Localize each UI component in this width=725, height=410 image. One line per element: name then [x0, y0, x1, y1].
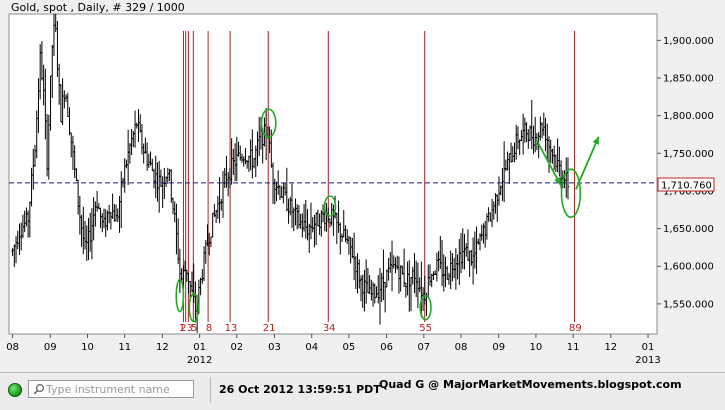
- chart-area: 08 09 10 11 12 01 2012 02 03 04 05 06 07 08 09 10 11 12 01…: [6, 1, 715, 366]
- chart-title: Gold, spot , Daily, # 329 / 1000: [11, 1, 185, 14]
- x-tick-label: 05: [343, 342, 356, 353]
- y-tick-label: 1,750.000: [663, 149, 714, 160]
- instrument-search[interactable]: [28, 380, 194, 398]
- annotation-circle: [175, 278, 185, 313]
- y-tick-label: 1,900.000: [663, 36, 714, 47]
- search-icon: [33, 383, 45, 395]
- search-input[interactable]: [46, 381, 192, 397]
- x-axis: 08 09 10 11 12 01 2012 02 03 04 05 06 07 08 09 10 11 12 01…: [6, 334, 661, 366]
- fib-label: 89: [569, 323, 582, 334]
- fib-label: 5: [191, 323, 197, 334]
- y-tick-label: 1,700.000: [663, 186, 714, 197]
- annotations: [175, 108, 600, 323]
- x-tick-label: 12: [604, 342, 617, 353]
- annotation-arrowhead: [554, 176, 561, 185]
- annotation-circle: [188, 292, 200, 323]
- annotation-arrowhead: [592, 136, 600, 145]
- y-tick-label: 1,850.000: [663, 74, 714, 85]
- fib-label: 13: [225, 323, 238, 334]
- x-tick-label: 09: [492, 342, 505, 353]
- x-tick-label: 03: [268, 342, 281, 353]
- annotation-circle: [323, 195, 337, 217]
- fib-label: 34: [323, 323, 336, 334]
- current-price-box: 1,710.760: [657, 177, 715, 192]
- x-tick-label: 01: [193, 342, 206, 353]
- x-tick-label: 08: [6, 342, 19, 353]
- x-tick-label: 08: [455, 342, 468, 353]
- status-divider: [210, 377, 211, 403]
- y-tick-label: 1,600.000: [663, 262, 714, 273]
- x-tick-label: 10: [530, 342, 543, 353]
- x-tick-label: 04: [305, 342, 318, 353]
- timestamp: 26 Oct 2012 13:59:51 PDT: [219, 383, 381, 396]
- x-tick-label: 09: [44, 342, 57, 353]
- annotation-circle: [260, 108, 277, 138]
- status-bar: 26 Oct 2012 13:59:51 PDT Quad G @ MajorM…: [0, 372, 725, 410]
- candles: [11, 13, 570, 333]
- x-tick-label: 07: [417, 342, 430, 353]
- fib-label: 1: [179, 323, 185, 334]
- x-tick-label: 02: [230, 342, 243, 353]
- fib-label: 21: [263, 323, 276, 334]
- x-tick-label: 06: [380, 342, 393, 353]
- x-tick-label: 11: [118, 342, 131, 353]
- y-axis: 1,550.000 1,600.000 1,650.000 1,700.000 1,75…: [657, 36, 714, 310]
- x-year-label: 2013: [635, 355, 660, 366]
- y-tick-label: 1,650.000: [663, 224, 714, 235]
- x-tick-label: 11: [567, 342, 580, 353]
- x-tick-label: 10: [81, 342, 94, 353]
- fib-label: 8: [206, 323, 212, 334]
- annotation-arrow: [575, 136, 600, 190]
- annotation-circle: [419, 294, 432, 321]
- x-tick-label: 12: [156, 342, 169, 353]
- fib-label: 23: [180, 323, 193, 334]
- credit-text: Quad G @ MajorMarketMovements.blogspot.c…: [379, 378, 682, 391]
- y-tick-label: 1,800.000: [663, 111, 714, 122]
- x-year-label: 2012: [187, 355, 212, 366]
- annotation-arrow: [535, 139, 562, 186]
- x-tick-label: 01: [642, 342, 655, 353]
- connection-status-icon: [8, 383, 22, 397]
- price-box-frame: [657, 177, 715, 192]
- y-tick-label: 1,550.000: [663, 299, 714, 310]
- fib-label: 55: [419, 323, 432, 334]
- current-price-label: 1,710.760: [661, 181, 712, 192]
- plot-frame: [8, 13, 658, 335]
- annotation-circle: [560, 168, 582, 218]
